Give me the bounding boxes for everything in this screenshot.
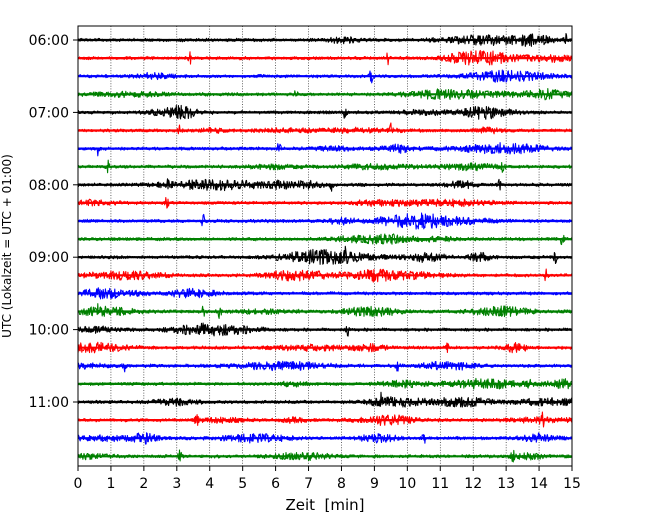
x-tick-label: 8 (337, 476, 346, 492)
y-tick-label: 06:00 (29, 33, 69, 49)
x-tick-label: 14 (530, 476, 548, 492)
x-tick-label: 2 (139, 476, 148, 492)
x-tick-label: 5 (238, 476, 247, 492)
seismic-traces (77, 32, 573, 463)
x-tick-label: 4 (205, 476, 214, 492)
x-grid-lines (110, 26, 540, 466)
x-tick-label: 7 (304, 476, 313, 492)
y-tick-label: 09:00 (29, 250, 69, 266)
plot-area-frame (77, 25, 573, 467)
x-tick-label: 15 (563, 476, 581, 492)
x-tick-label: 0 (74, 476, 83, 492)
x-tick-label: 1 (106, 476, 115, 492)
x-tick-label: 12 (464, 476, 482, 492)
y-axis-label: UTC (Lokalzeit = UTC + 01:00) (0, 154, 14, 338)
y-tick-label: 08:00 (29, 178, 69, 194)
y-axis-ticks: 06:00 07:00 08:00 09:00 10:00 11:00 (29, 33, 78, 411)
x-tick-label: 11 (431, 476, 449, 492)
x-tick-label: 6 (271, 476, 280, 492)
x-tick-label: 13 (497, 476, 515, 492)
x-axis-label: Zeit [min] (285, 496, 364, 514)
y-tick-label: 07:00 (29, 105, 69, 121)
y-tick-label: 11:00 (29, 395, 69, 411)
x-axis-ticks: 0 1 2 3 4 5 6 7 8 9 10 11 12 13 14 15 (74, 466, 581, 492)
x-tick-label: 10 (398, 476, 416, 492)
y-tick-label: 10:00 (29, 323, 69, 339)
plot-area-background (78, 26, 572, 466)
x-tick-label: 9 (370, 476, 379, 492)
x-tick-label: 3 (172, 476, 181, 492)
